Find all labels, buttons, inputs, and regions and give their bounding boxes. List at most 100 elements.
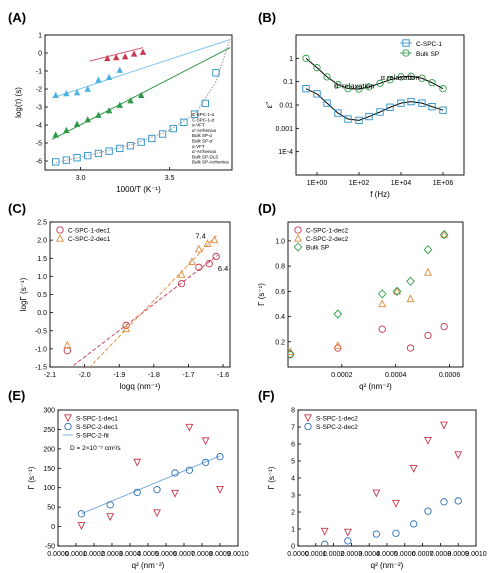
x-tick-label: -2.0 <box>79 372 91 379</box>
point-c-spc-1 <box>169 124 177 133</box>
legend-marker <box>64 414 72 423</box>
point-c-spc-1-dec2 <box>406 344 415 352</box>
x-tick-label: 0.0006 <box>439 372 461 379</box>
point-c-spc-1 <box>95 111 102 118</box>
point-bulk-sp <box>406 276 415 286</box>
legend-marker <box>294 226 302 234</box>
panel-c: (C) -2.1 -2.0 -1.9 -1.8 -1.7 -1.6 -1.5 -1.0 -0.5 0… <box>8 201 231 391</box>
point-bulk-sp <box>423 245 433 255</box>
legend-entry: Bulk SP-DLS <box>192 154 218 159</box>
y-tick-label: -4 <box>36 123 42 130</box>
point-bulk-sp <box>105 73 113 81</box>
x-tick-label: 0.0007 <box>173 551 195 558</box>
point-c-spc-1-dec1 <box>212 252 220 261</box>
point-c-spc-1 <box>212 69 220 77</box>
point-c-spc-1 <box>334 109 342 117</box>
x-tick-label: 1E+06 <box>433 180 454 187</box>
y-tick-label: 0.5 <box>37 292 47 299</box>
panel-b: (B) 1E+00 1E+02 1E+04 1E+06 1E-4 0.001 0.01 0.1 1… <box>258 10 465 199</box>
point-c-spc-1-dec1 <box>122 321 130 329</box>
point-c-spc-1 <box>302 85 310 93</box>
y-tick-label: 1.5 <box>37 256 47 263</box>
point-bulk-sp <box>116 66 123 73</box>
point-s-spc-2-dec2 <box>392 529 400 537</box>
legend-entry: S-SPC-2-dec2 <box>316 424 358 431</box>
legend-marker <box>293 242 303 252</box>
panel-label: (B) <box>258 10 276 25</box>
point-s-spc-2-dec1 <box>133 488 141 497</box>
x-tick-label: 0.0003 <box>101 551 123 558</box>
point-c-spc-2-dec1 <box>203 239 212 247</box>
y-tick-label: 0.1 <box>283 79 293 86</box>
y-tick-label: 2 <box>291 510 295 517</box>
x-tick-label: 0.0005 <box>137 551 159 558</box>
point-c-spc-1 <box>116 144 124 153</box>
y-tick-label: -1.0 <box>35 346 47 353</box>
y-tick-label: 1 <box>38 33 42 40</box>
point-c-spc-2-dec1 <box>122 324 131 333</box>
legend-marker <box>64 422 72 431</box>
panel-label: (A) <box>8 10 26 25</box>
point-s-spc-1-dec1 <box>201 437 210 446</box>
point-s-spc-2-dec2 <box>454 497 462 505</box>
point-bulk-sp <box>377 289 387 299</box>
y-tick-label: 3 <box>291 493 295 500</box>
y-tick-label: -6 <box>36 159 42 166</box>
point-c-spc-1 <box>84 151 92 160</box>
point-c-spc-1 <box>418 99 426 107</box>
point-c-spc-1-dec2 <box>424 331 432 340</box>
point-bulk-sp <box>407 72 415 80</box>
point-s-spc-1-dec1 <box>216 486 224 494</box>
x-tick-label: 0.0006 <box>394 551 416 558</box>
y-tick-label: -3 <box>36 105 42 112</box>
point-bulk-sp <box>365 83 373 91</box>
point-s-spc-1-dec2 <box>372 489 381 498</box>
point-s-spc-1-dec1 <box>77 522 86 531</box>
x-axis-label: 1000/T (K⁻¹) <box>116 185 161 194</box>
point-s-spc-1-dec1 <box>185 423 194 432</box>
x-tick-label: 0.0008 <box>191 551 213 558</box>
y-tick-label: 0 <box>51 524 55 531</box>
y-tick-label: 0.01 <box>279 103 293 110</box>
y-tick-label: -1 <box>36 69 42 76</box>
y-tick-label: -50 <box>45 544 55 551</box>
point-c-spc-2-dec2 <box>406 294 415 303</box>
x-tick-label: 0.0001 <box>305 551 327 558</box>
legend-entry: S-SPC-2-dec1 <box>76 424 118 431</box>
y-tick-label: 0.001 <box>275 126 293 133</box>
x-tick-label: 0.0008 <box>430 551 452 558</box>
panel-label: (D) <box>258 201 276 216</box>
y-tick-label: 200 <box>43 446 55 453</box>
annotation: D = 2×10⁻⁹ cm²/s <box>70 445 121 452</box>
y-axis-label: ε'' <box>265 101 274 108</box>
point-bulk-sp <box>333 309 343 319</box>
y-tick-label: 0.2 <box>275 339 285 346</box>
point-bulk-sp-dls <box>113 53 120 61</box>
x-tick-label: 0.0010 <box>227 551 249 558</box>
x-tick-label: 0.0004 <box>385 372 407 379</box>
y-tick-label: 50 <box>47 505 55 512</box>
legend-entry: α-VFT <box>192 144 205 149</box>
y-tick-label: 1 <box>289 56 293 63</box>
point-c-spc-1 <box>105 147 113 155</box>
legend-entry: Bulk SP <box>306 245 329 252</box>
point-c-spc-1 <box>127 97 134 104</box>
point-c-spc-2-dec1 <box>194 244 203 253</box>
point-bulk-sp <box>84 85 91 92</box>
plot-area <box>288 229 449 360</box>
point-bulk-sp <box>439 85 447 93</box>
x-tick-label: 3.0 <box>76 175 86 182</box>
point-c-spc-1 <box>52 131 59 138</box>
point-c-spc-1 <box>73 120 81 127</box>
point-bulk-sp-dls <box>139 48 147 55</box>
point-bulk-sp <box>344 85 352 93</box>
x-tick-label: 3.5 <box>165 175 175 182</box>
series-line-bulk-sp <box>305 57 444 90</box>
x-tick-label: 0.0002 <box>323 551 345 558</box>
x-tick-label: 0.0010 <box>465 551 487 558</box>
y-tick-label: 1.0 <box>275 238 285 245</box>
point-s-spc-1-dec2 <box>320 527 329 536</box>
point-c-spc-1 <box>180 118 188 126</box>
x-tick-label: 0.0002 <box>331 372 353 379</box>
fit-line-vft <box>55 38 231 164</box>
